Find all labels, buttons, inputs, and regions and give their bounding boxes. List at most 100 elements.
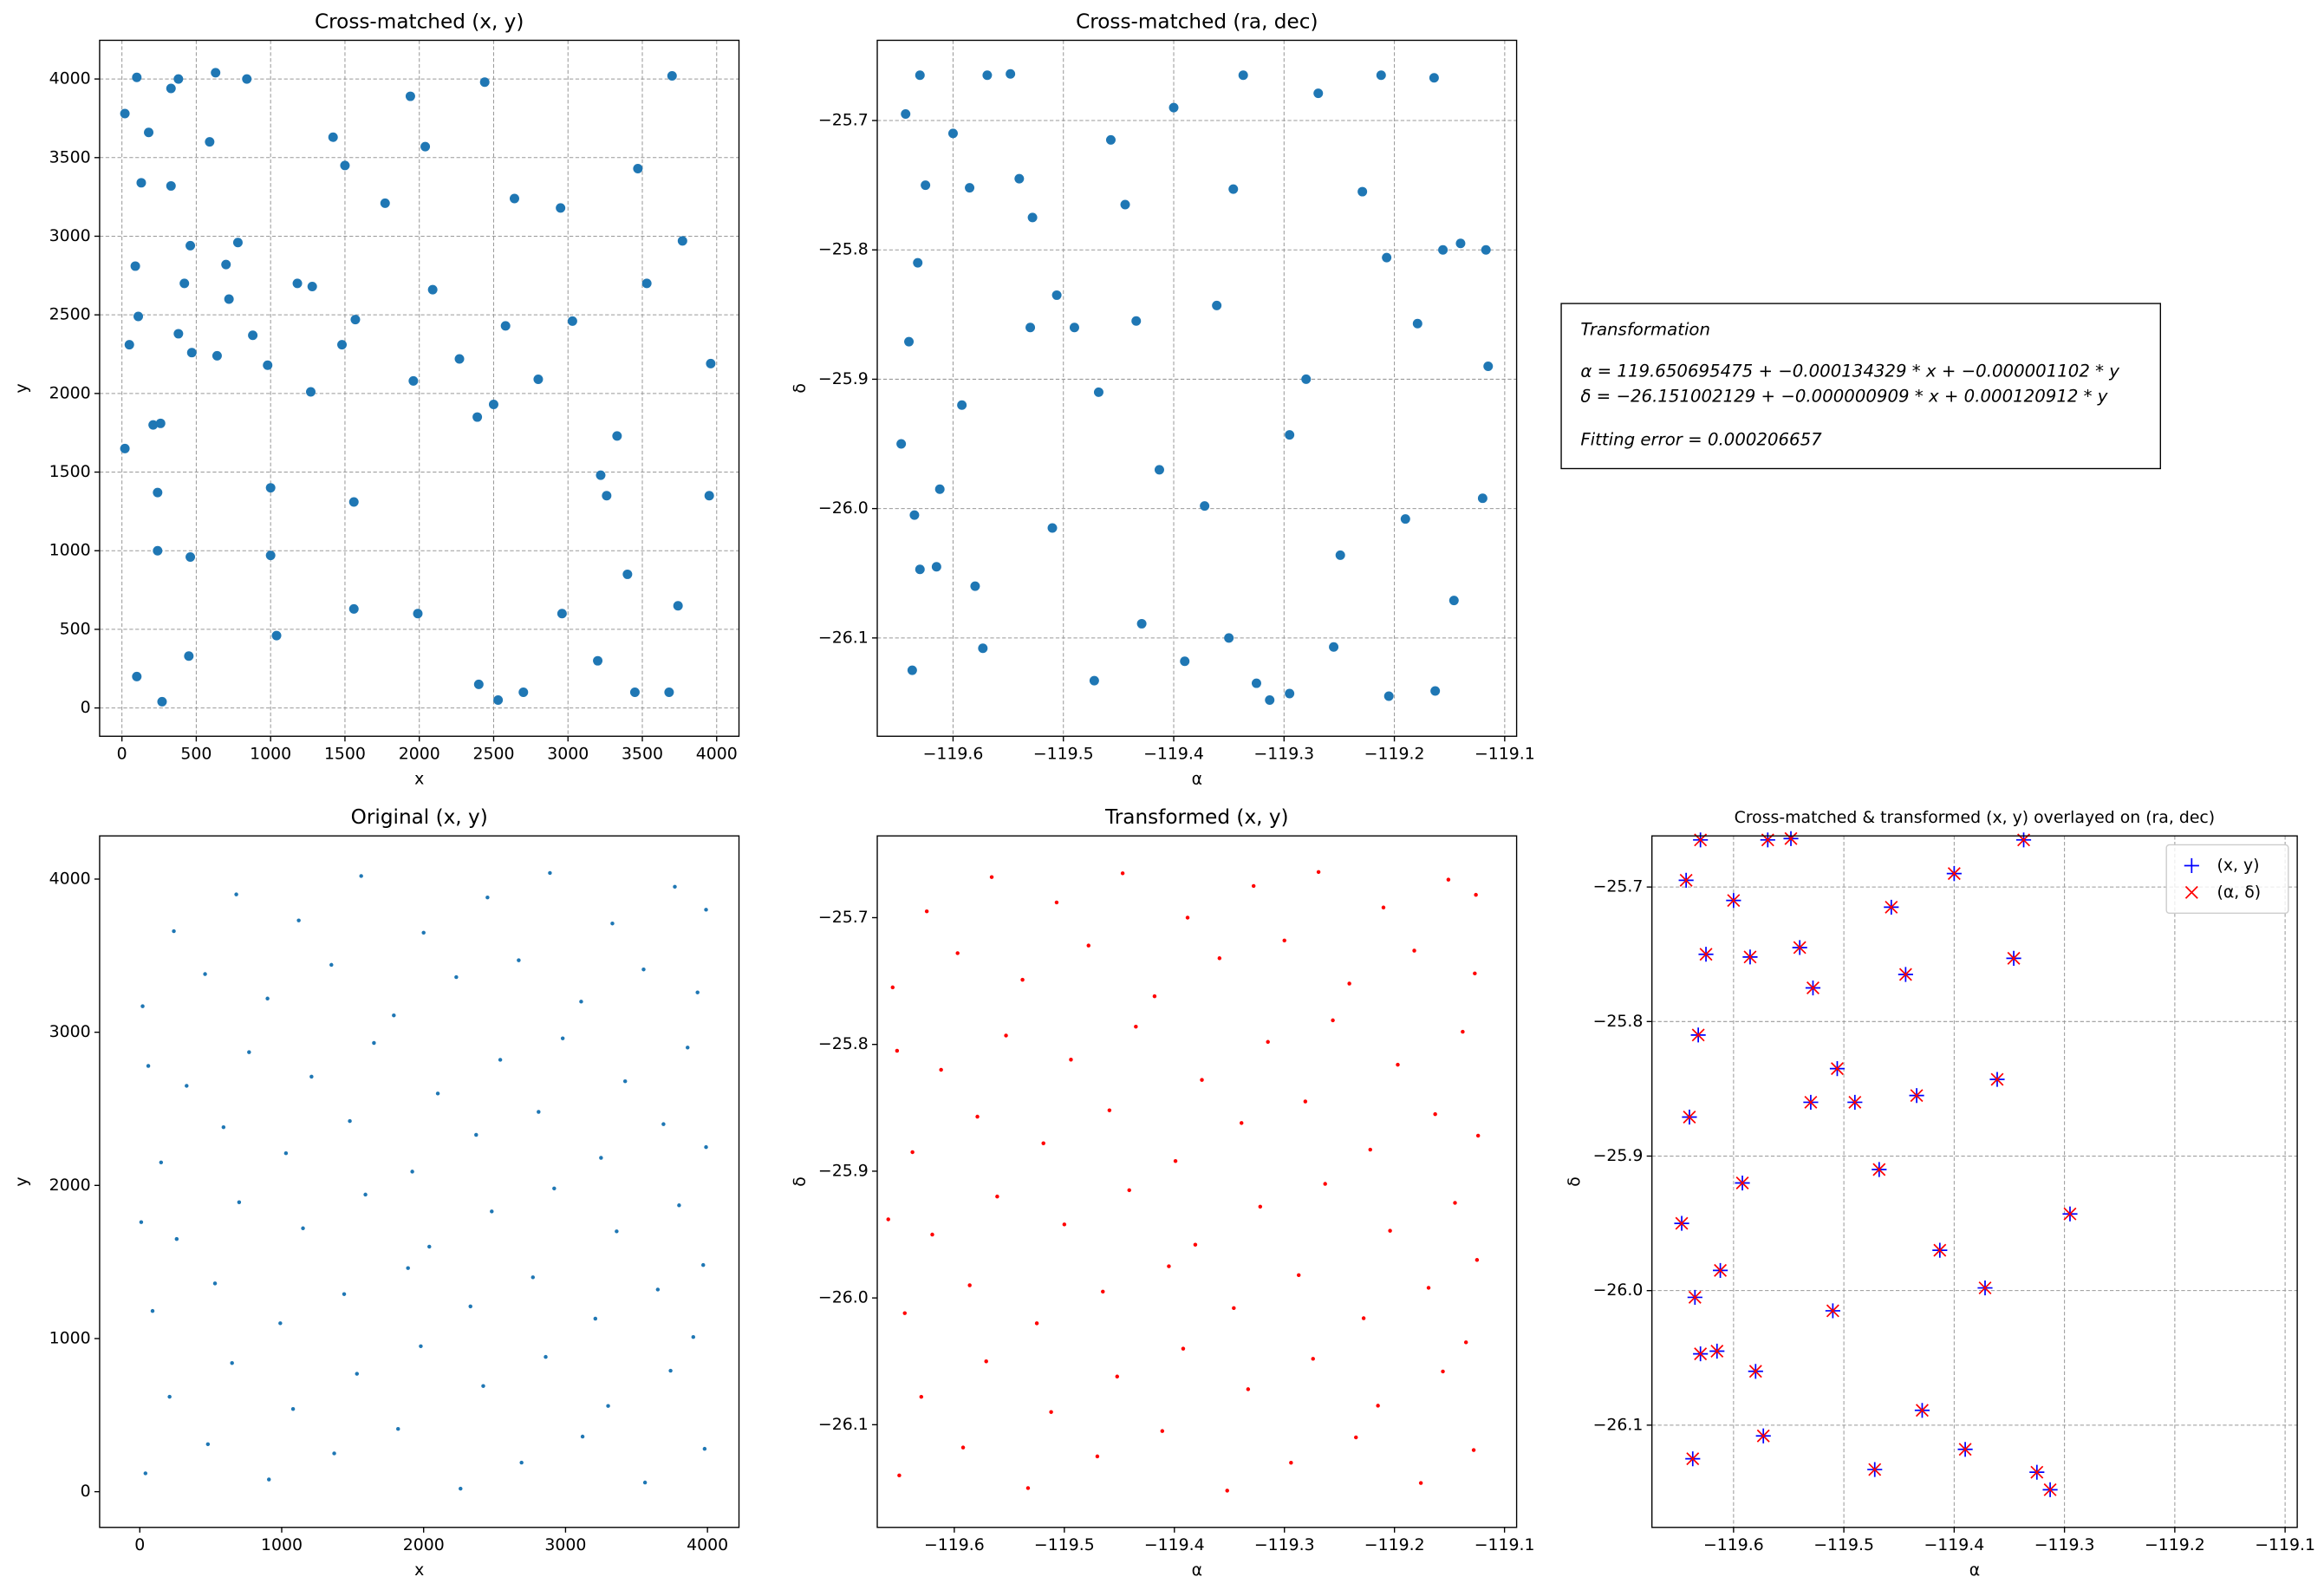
x-marker [1793, 941, 1806, 955]
point [1062, 1222, 1067, 1227]
point [146, 1064, 151, 1068]
point [579, 1000, 583, 1004]
point [186, 240, 196, 251]
point [1200, 501, 1210, 512]
point [701, 1262, 706, 1267]
point [896, 439, 907, 449]
point [1426, 1286, 1431, 1290]
x-marker [1714, 1263, 1728, 1277]
x-marker [1691, 1028, 1705, 1042]
point [186, 551, 196, 562]
point [1335, 550, 1345, 560]
point [406, 1266, 410, 1270]
point [1430, 686, 1441, 696]
x-marker [1743, 950, 1757, 964]
point [212, 1281, 218, 1286]
axes-frame [876, 835, 1518, 1528]
point [556, 203, 566, 213]
point [919, 1394, 924, 1399]
axes-frame [876, 39, 1518, 737]
point [173, 74, 184, 84]
point [133, 311, 144, 322]
legend-marker [2184, 857, 2199, 874]
point [132, 72, 142, 82]
x-marker [1686, 1452, 1700, 1466]
point [1131, 316, 1142, 326]
point [212, 350, 222, 361]
point [622, 569, 633, 579]
x-tick-label: −119.5 [1034, 1535, 1095, 1554]
point [203, 972, 207, 976]
point [328, 132, 338, 142]
point [348, 603, 359, 614]
x-tick-label: 500 [180, 744, 212, 763]
y-tick-label: −25.8 [1593, 1012, 1644, 1031]
point [931, 562, 941, 572]
point [1418, 1481, 1423, 1485]
point [930, 1232, 934, 1237]
x-axis-label: x [414, 1561, 424, 1580]
point [510, 193, 519, 204]
point [144, 127, 154, 138]
point [622, 1078, 628, 1084]
point [1446, 877, 1451, 882]
y-axis-label: δ [1565, 1176, 1584, 1187]
point [301, 1226, 305, 1230]
point [895, 1048, 900, 1053]
box-title: Transformation [1580, 319, 1710, 339]
point [500, 321, 511, 331]
y-tick-label: 3500 [49, 147, 91, 166]
point [902, 1311, 907, 1315]
x-marker [1831, 1062, 1844, 1076]
y-tick-label: −25.9 [1593, 1146, 1644, 1165]
x-marker [1804, 1095, 1818, 1109]
point [157, 696, 167, 707]
legend-marker [2184, 885, 2198, 899]
point [1361, 1316, 1366, 1320]
point [120, 108, 130, 119]
point [978, 643, 988, 654]
point [1473, 971, 1477, 976]
axes-frame [1651, 835, 2298, 1528]
point [1069, 1058, 1073, 1062]
y-tick-label: 0 [81, 698, 91, 717]
point [910, 1150, 915, 1155]
y-axis-label: y [12, 1176, 31, 1186]
x-marker [1915, 1404, 1929, 1417]
x-tick-label: 0 [134, 1535, 145, 1554]
point [263, 360, 273, 370]
point [1251, 678, 1261, 688]
point [1474, 1258, 1480, 1262]
point [481, 1384, 485, 1388]
point [143, 1471, 148, 1476]
point [1173, 1158, 1178, 1163]
y-axis-label: δ [790, 383, 809, 394]
point [1047, 523, 1058, 533]
point [420, 141, 431, 152]
y-tick-label: −25.8 [818, 1034, 869, 1053]
point [965, 183, 975, 193]
point [340, 160, 350, 171]
point [1383, 691, 1394, 701]
point [1313, 88, 1324, 99]
y-tick-label: 0 [81, 1482, 91, 1501]
x-tick-label: −119.6 [1703, 1535, 1764, 1554]
point [267, 1477, 271, 1482]
x-axis-label: α [1969, 1561, 1980, 1580]
point [960, 1445, 966, 1450]
subplot: Cross-matched (ra, dec) α δ −119.6 −119.5 −11… [790, 10, 1534, 788]
x-tick-label: −119.6 [923, 744, 984, 763]
point [1004, 1033, 1008, 1038]
point [610, 921, 615, 926]
point [901, 109, 911, 120]
point [921, 180, 931, 191]
point [1381, 905, 1386, 910]
point [1316, 870, 1321, 875]
x-tick-label: −119.4 [1144, 1535, 1205, 1554]
point [1453, 1201, 1457, 1205]
x-tick-label: −119.3 [1253, 744, 1314, 763]
point [913, 257, 923, 268]
point [695, 990, 700, 994]
point [1347, 981, 1351, 986]
point [166, 83, 176, 94]
